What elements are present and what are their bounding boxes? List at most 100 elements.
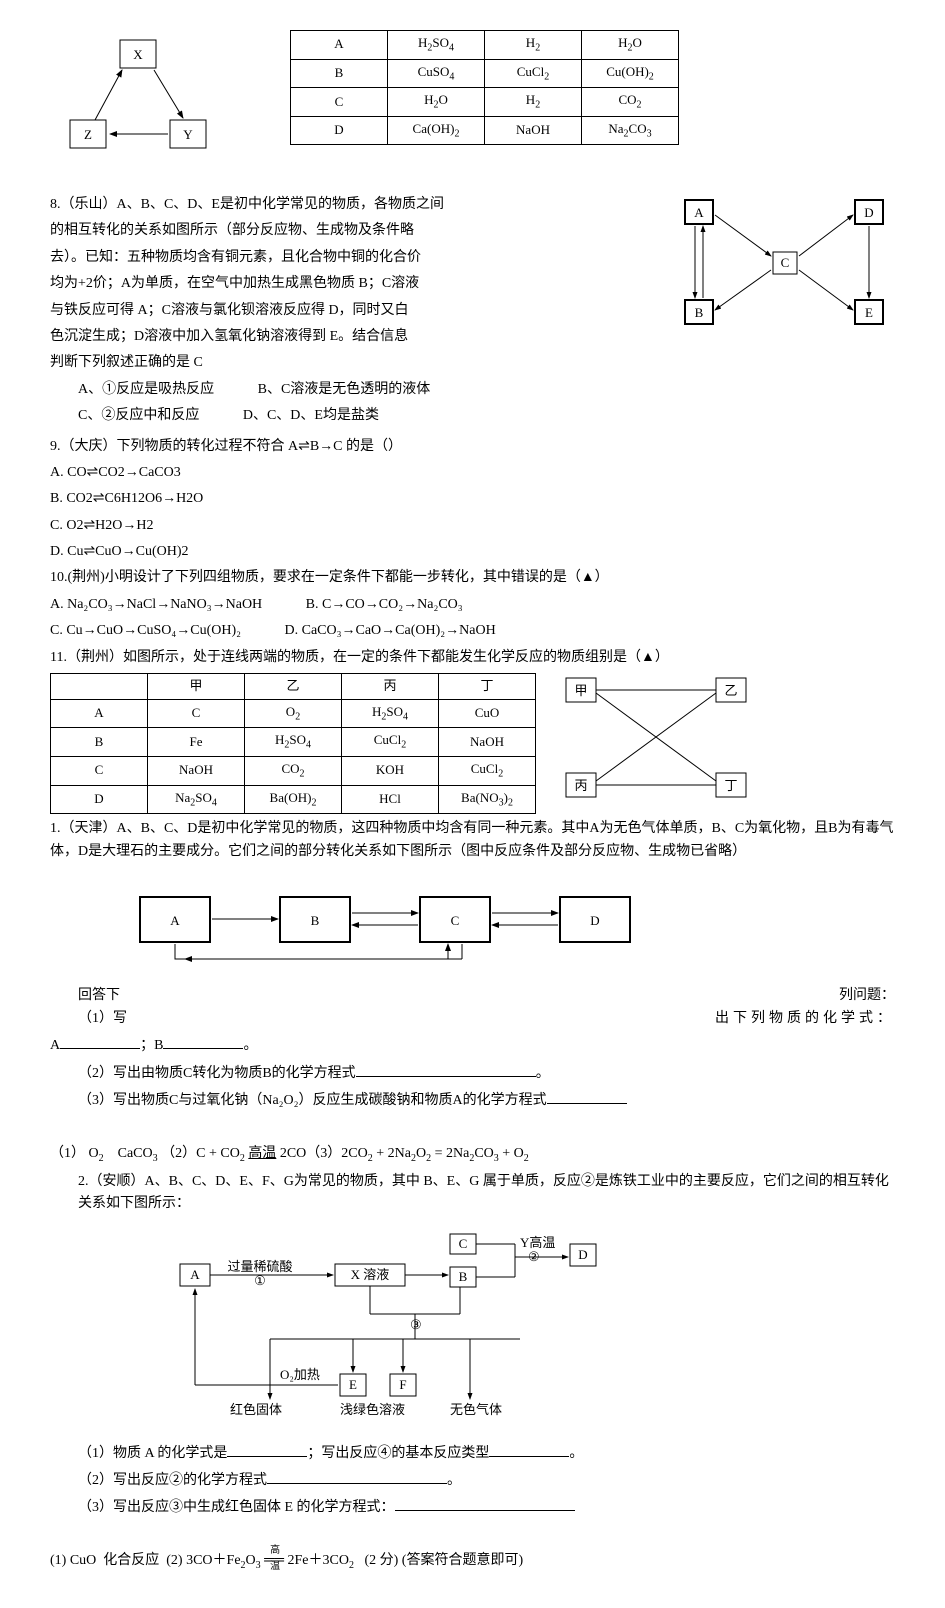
q9-opt: B. CO2⇌C6H12O6→H2O <box>50 488 895 510</box>
q10-opt-c: C. Cu→CuO→CuSO₄→Cu(OH)₂ <box>50 623 241 638</box>
q11-table: 甲乙丙丁ACO2H2SO4CuOBFeH2SO4CuCl2NaOHCNaOHCO… <box>50 673 536 814</box>
q2b-answer: (1) CuO 化合反应 (2) 3CO＋Fe2O3 高温══ 2Fe＋3CO2… <box>50 1550 895 1574</box>
table-cell: H2SO4 <box>388 31 485 60</box>
svg-text:Y: Y <box>183 127 193 142</box>
q8-opt-b: B、C溶液是无色透明的液体 <box>258 382 431 397</box>
q1b-sub4: （3）写出物质C与过氧化钠（Na₂O₂）反应生成碳酸钠和物质A的化学方程式 <box>50 1089 895 1112</box>
question-8: 8.（乐山）A、B、C、D、E是初中化学常见的物质，各物质之间 的相互转化的关系… <box>50 190 895 432</box>
svg-text:E: E <box>349 1377 357 1392</box>
table-cell: NaOH <box>485 116 582 145</box>
table-cell: Ba(NO3)2 <box>439 785 536 814</box>
svg-text:E: E <box>865 305 873 320</box>
q1b-diagram: A B C D <box>130 877 650 967</box>
table-cell: Fe <box>148 728 245 757</box>
table-cell: KOH <box>342 757 439 786</box>
table-header: 丁 <box>439 674 536 700</box>
table-cell: CO2 <box>582 88 679 117</box>
table-header: 乙 <box>245 674 342 700</box>
svg-text:Y高温: Y高温 <box>520 1235 555 1250</box>
svg-text:过量稀硫酸: 过量稀硫酸 <box>227 1259 292 1274</box>
table-cell: O2 <box>245 699 342 728</box>
svg-text:D: D <box>578 1247 587 1262</box>
table-cell: H2SO4 <box>342 699 439 728</box>
table-cell: A <box>291 31 388 60</box>
svg-text:C: C <box>459 1236 468 1251</box>
q2b-diagram: A C B D E F 过量稀硫酸 ① X 溶液 Y高温 ② ③ O₂加热 红色… <box>170 1229 690 1419</box>
table-cell: C <box>51 757 148 786</box>
q8-opt-d: D、C、D、E均是盐类 <box>243 408 379 423</box>
svg-text:红色固体: 红色固体 <box>230 1402 282 1417</box>
table-cell: H2 <box>485 88 582 117</box>
table-cell: NaOH <box>439 728 536 757</box>
table-cell: H2O <box>388 88 485 117</box>
svg-text:浅绿色溶液: 浅绿色溶液 <box>340 1402 405 1417</box>
q8-opt-a: A、①反应是吸热反应 <box>78 382 214 397</box>
q1b-answer: （1） O2 CaCO3 （2）C + CO2 高温 2CO（3）2CO2 + … <box>50 1143 895 1167</box>
svg-text:C: C <box>451 913 460 928</box>
q10-opt-a: A. Na₂CO₃→NaCl→NaNO₃→NaOH <box>50 597 262 612</box>
q1b-text: 出下列物质的化学式： <box>715 1008 895 1030</box>
q9-stem: 9.（大庆）下列物质的转化过程不符合 A⇌B→C 的是（） <box>50 436 895 458</box>
q10-stem: 10.(荆州)小明设计了下列四组物质，要求在一定条件下都能一步转化，其中错误的是… <box>50 567 895 589</box>
table-cell: D <box>51 785 148 814</box>
svg-text:丁: 丁 <box>724 778 737 793</box>
svg-text:A: A <box>170 913 180 928</box>
q1b-sub-row: 回答下 列问题： <box>50 985 895 1007</box>
top-section: X Z Y AH2SO4H2H2OBCuSO4CuCl2Cu(OH)2CH2OH… <box>50 30 895 170</box>
table-cell: Ca(OH)2 <box>388 116 485 145</box>
svg-text:B: B <box>459 1269 468 1284</box>
q2b-sub3: （3）写出反应③中生成红色固体 E 的化学方程式： <box>50 1496 895 1519</box>
svg-text:X: X <box>133 47 143 62</box>
table-cell: Na2CO3 <box>582 116 679 145</box>
svg-text:Z: Z <box>84 127 92 142</box>
table-cell: A <box>51 699 148 728</box>
q8-line: 与铁反应可得 A；C溶液与氯化钡溶液反应得 D，同时又白 <box>50 300 655 322</box>
svg-text:丙: 丙 <box>574 778 587 793</box>
svg-text:F: F <box>399 1377 406 1392</box>
q2b-sub2: （2）写出反应②的化学方程式。 <box>50 1469 895 1492</box>
q1b-text: （1）写 <box>50 1008 127 1030</box>
svg-text:B: B <box>695 305 704 320</box>
svg-text:无色气体: 无色气体 <box>450 1402 502 1417</box>
q1b-text: 列问题： <box>839 985 895 1007</box>
table-1: AH2SO4H2H2OBCuSO4CuCl2Cu(OH)2CH2OH2CO2DC… <box>290 30 679 145</box>
table-cell: Cu(OH)2 <box>582 59 679 88</box>
svg-text:A: A <box>694 205 704 220</box>
table-cell: B <box>51 728 148 757</box>
table-cell: CuCl2 <box>342 728 439 757</box>
table-cell: Ba(OH)2 <box>245 785 342 814</box>
q8-line: 8.（乐山）A、B、C、D、E是初中化学常见的物质，各物质之间 <box>50 194 655 216</box>
table-cell: C <box>291 88 388 117</box>
table-cell: CuO <box>439 699 536 728</box>
table-cell: Na2SO4 <box>148 785 245 814</box>
svg-text:乙: 乙 <box>724 683 737 698</box>
q1b-sub-row2: （1）写 出下列物质的化学式： <box>50 1008 895 1030</box>
q10-opt-b: B. C→CO→CO₂→Na₂CO₃ <box>306 597 463 612</box>
table-cell: CuSO4 <box>388 59 485 88</box>
q10-row1: A. Na₂CO₃→NaCl→NaNO₃→NaOH B. C→CO→CO₂→Na… <box>50 594 895 616</box>
q9-opt: C. O2⇌H2O→H2 <box>50 515 895 537</box>
q11-diagram: 甲 乙 丙 丁 <box>556 673 756 803</box>
table-cell: H2 <box>485 31 582 60</box>
table-cell: D <box>291 116 388 145</box>
diagram-xyz: X Z Y <box>50 30 230 170</box>
q8-line: 色沉淀生成；D溶液中加入氢氧化钠溶液得到 E。结合信息 <box>50 326 655 348</box>
table-cell: NaOH <box>148 757 245 786</box>
q8-options-row2: C、②反应中和反应 D、C、D、E均是盐类 <box>50 405 655 427</box>
q10-opt-d: D. CaCO₃→CaO→Ca(OH)₂→NaOH <box>285 623 496 638</box>
q10-row2: C. Cu→CuO→CuSO₄→Cu(OH)₂ D. CaCO₃→CaO→Ca(… <box>50 620 895 642</box>
table-cell: CO2 <box>245 757 342 786</box>
q2b-stem: 2.（安顺）A、B、C、D、E、F、G为常见的物质，其中 B、E、G 属于单质，… <box>50 1171 895 1216</box>
q8-line: 的相互转化的关系如图所示（部分反应物、生成物及条件略 <box>50 220 655 242</box>
svg-text:D: D <box>864 205 873 220</box>
q1b-text: 回答下 <box>50 985 120 1007</box>
svg-text:D: D <box>590 913 599 928</box>
q8-options-row1: A、①反应是吸热反应 B、C溶液是无色透明的液体 <box>50 379 655 401</box>
svg-text:甲: 甲 <box>574 683 587 698</box>
q11-row: 甲乙丙丁ACO2H2SO4CuOBFeH2SO4CuCl2NaOHCNaOHCO… <box>50 673 895 814</box>
q1b-sub3: （2）写出由物质C转化为物质B的化学方程式。 <box>50 1062 895 1085</box>
q8-line: 判断下列叙述正确的是 C <box>50 352 655 374</box>
table-cell: H2O <box>582 31 679 60</box>
table-header: 甲 <box>148 674 245 700</box>
q9-opt: A. CO⇌CO2→CaCO3 <box>50 462 895 484</box>
